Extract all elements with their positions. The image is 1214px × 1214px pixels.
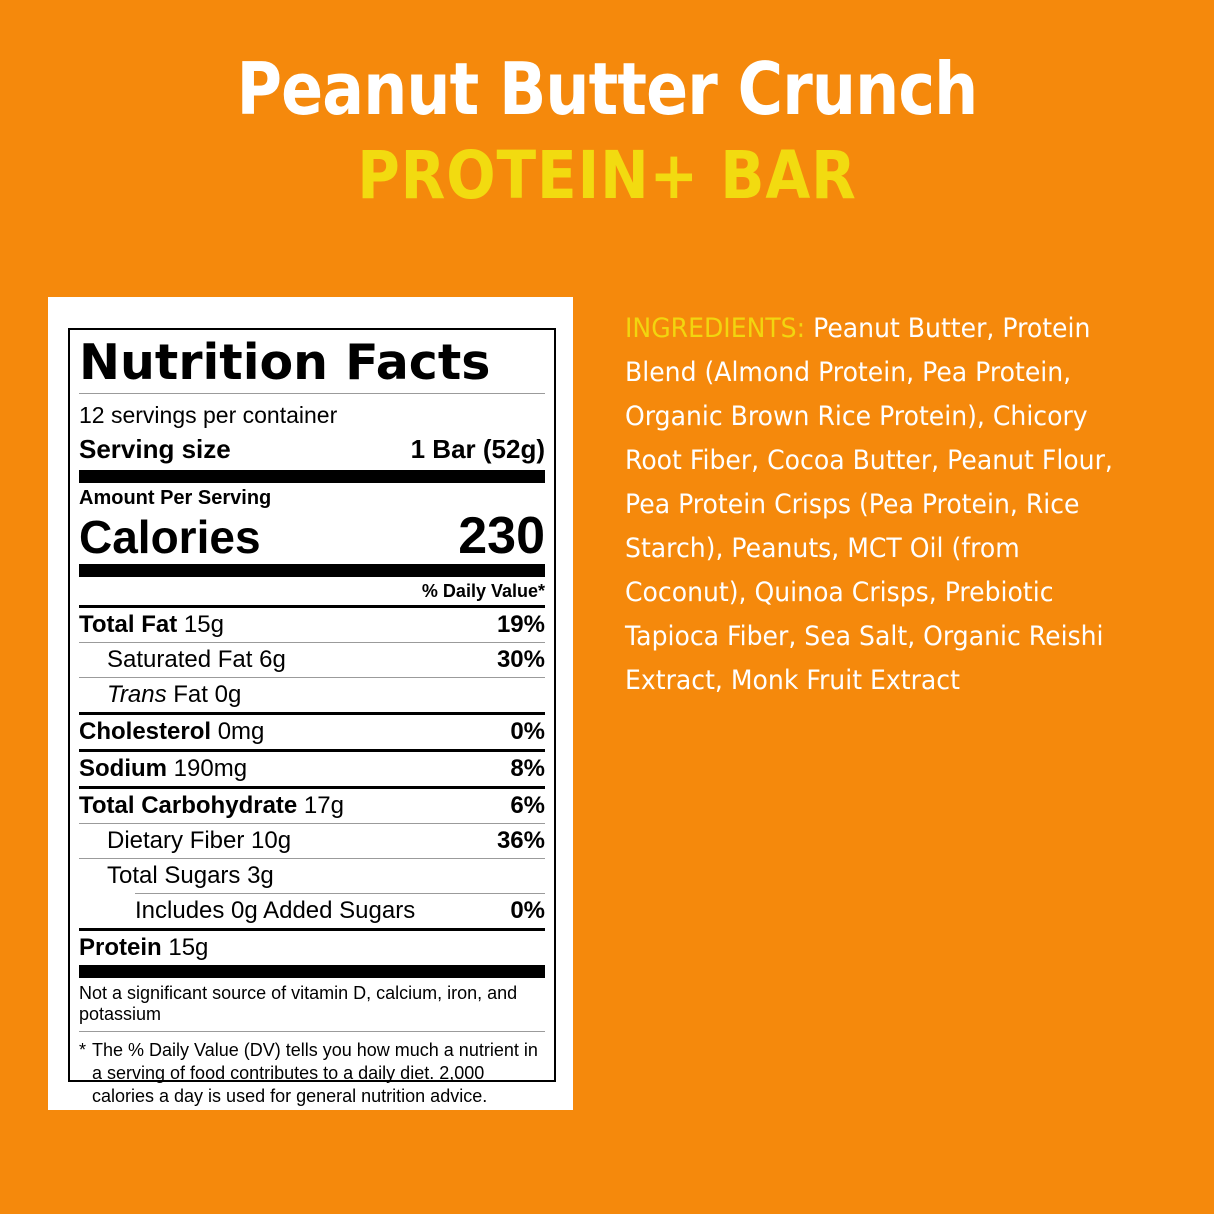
nutrition-facts-card: Nutrition Facts 12 servings per containe… [48,297,573,1110]
nutrient-dv: 8% [510,755,545,782]
table-row: Dietary Fiber 10g 36% [79,824,545,858]
table-row: Cholesterol 0mg 0% [79,715,545,749]
divider-medium [79,749,545,752]
divider-thin [79,642,545,643]
divider-medium [79,786,545,789]
amount-per-serving-label: Amount Per Serving [79,487,272,509]
divider-thin [79,677,545,678]
nutrient-name: Trans [107,681,167,708]
not-significant-source-note: Not a significant source of vitamin D, c… [79,983,518,1024]
divider-medium [79,928,545,931]
table-row: Sodium 190mg 8% [79,752,545,786]
table-row: Protein 15g [79,931,545,965]
footnote-asterisk: * [79,1040,87,1060]
nutrient-amount: 17g [303,792,344,819]
page-title: Peanut Butter Crunch [236,47,979,131]
ingredients-block: INGREDIENTS: Peanut Butter, Protein Blen… [625,307,1132,703]
divider-thick-top [79,470,545,483]
nutrient-amount: 15g [168,934,209,961]
divider-thin [79,858,545,859]
serving-size-row: Serving size 1 Bar (52g) [79,432,545,470]
divider-thin [79,1031,545,1032]
divider-thin [79,393,545,394]
nutrient-amount: 10g [251,827,292,854]
nutrient-name: Cholesterol [79,718,212,745]
calories-value: 230 [458,507,545,565]
divider-medium [79,605,545,608]
product-header: Peanut Butter Crunch PROTEIN+ BAR [0,0,1214,214]
nutrient-amount: 3g [247,862,274,889]
nutrient-amount: 0mg [217,718,265,745]
serving-size-label: Serving size [79,434,231,464]
nutrient-name: Total Carbohydrate [79,792,298,819]
nutrient-name: Protein [79,934,162,961]
calories-label: Calories [79,511,261,563]
nutrient-dv: 36% [496,827,545,854]
table-row: Total Sugars 3g [79,859,545,893]
table-row: Total Fat 15g 19% [79,608,545,642]
nutrient-dv: 0% [510,897,545,924]
nutrient-dv: 19% [496,611,545,638]
table-row: Trans Fat 0g [79,678,545,712]
daily-value-footnote: * The % Daily Value (DV) tells you how m… [79,1032,545,1114]
table-row: Total Carbohydrate 17g 6% [79,789,545,823]
divider-medium [79,712,545,715]
servings-per-container: 12 servings per container [79,402,338,428]
nutrient-name: Saturated Fat [107,646,253,673]
table-row: Saturated Fat 6g 30% [79,643,545,677]
calories-row: Calories 230 [79,510,545,564]
daily-value-header: % Daily Value* [421,581,545,601]
nutrient-amount: Fat 0g [173,681,242,708]
divider-thick-calories [79,564,545,577]
nutrient-name: Total Sugars [107,862,241,889]
nutrition-facts-panel: Nutrition Facts 12 servings per containe… [68,328,556,1106]
product-subtitle: PROTEIN+ BAR [357,137,857,214]
nutrient-dv: 0% [510,718,545,745]
serving-size-value: 1 Bar (52g) [410,434,545,464]
nutrition-facts-title: Nutrition Facts [79,334,491,391]
nutrient-dv: 30% [496,646,545,673]
divider-thin-indented [135,893,545,894]
ingredients-text: Peanut Butter, Protein Blend (Almond Pro… [625,313,1113,696]
nutrient-amount: 190mg [173,755,248,782]
footnote-text: The % Daily Value (DV) tells you how muc… [92,1040,538,1106]
nutrient-amount: 6g [259,646,286,673]
nutrient-name: Dietary Fiber [107,827,245,854]
nutrient-name: Total Fat [79,611,178,638]
divider-thin [79,823,545,824]
nutrient-amount: 15g [183,611,224,638]
divider-thick-bottom [79,965,545,978]
ingredients-heading: INGREDIENTS: [625,313,806,344]
nutrient-name: Sodium [79,755,167,782]
nutrient-dv: 6% [510,792,545,819]
nutrient-name: Includes 0g Added Sugars [135,897,416,924]
table-row: Includes 0g Added Sugars 0% [79,894,545,928]
